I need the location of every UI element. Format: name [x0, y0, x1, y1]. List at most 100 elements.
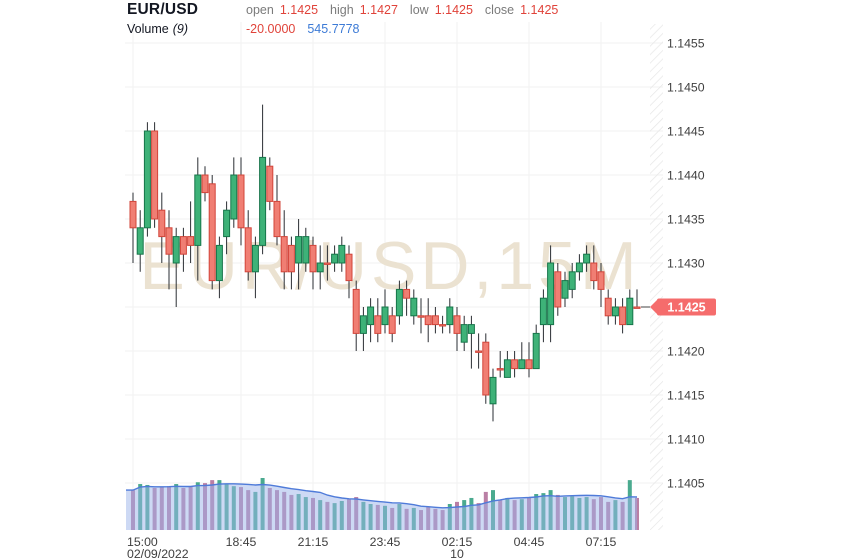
candle-up: [583, 253, 591, 264]
candle-up: [410, 297, 418, 317]
candle-up: [568, 271, 576, 290]
close-value: 1.1425: [520, 3, 559, 17]
candle-up: [467, 324, 475, 334]
candle-down: [554, 271, 562, 308]
candle-down: [151, 130, 159, 220]
low-label: low: [409, 3, 429, 17]
candle-up: [172, 236, 180, 264]
candle-down: [208, 183, 216, 282]
candle-down: [431, 315, 439, 326]
indicator-value-1: -20.0000: [246, 22, 296, 36]
price-axis[interactable]: 1.1455 1.1450 1.1445 1.1440 1.1435 1.1430 1.14…: [667, 37, 705, 491]
low-value: 1.1425: [434, 3, 473, 17]
indicator-value-2: 545.7778: [307, 22, 360, 36]
candle-down: [158, 209, 166, 238]
price-tick-label: 1.1445: [667, 125, 705, 139]
candle-down: [266, 165, 274, 202]
time-tick-label: 18:45: [226, 535, 257, 549]
candle-down: [388, 315, 396, 334]
price-tick-label: 1.1440: [667, 169, 705, 183]
time-tick-label: 21:15: [298, 535, 329, 549]
date-tick-label: 02/09/2022: [127, 547, 189, 558]
candle-down: [482, 341, 490, 396]
price-tick-label: 1.1405: [667, 477, 705, 491]
open-label: open: [246, 3, 274, 17]
candle-up: [295, 236, 303, 264]
time-tick-label: 15:00: [127, 535, 158, 549]
last-price-badge: 1.1425: [650, 298, 716, 316]
candle-down: [417, 315, 425, 318]
candle-down: [244, 227, 252, 273]
candle-down: [525, 359, 533, 370]
volume-ma-line: [126, 483, 638, 509]
candle-up: [611, 306, 619, 317]
candle-up: [446, 306, 454, 326]
time-tick-label: 04:45: [514, 535, 545, 549]
candle-up: [561, 280, 569, 299]
candle-up: [194, 174, 202, 246]
date-tick-label: 10: [450, 547, 464, 558]
ohlc-row: EUR/USD open 1.1425 high 1.1427 low 1.14…: [127, 1, 570, 20]
candle-down: [403, 288, 411, 299]
candle-down: [273, 200, 281, 238]
candle-up: [626, 297, 634, 326]
candle-up: [302, 236, 310, 264]
candle-down: [287, 244, 295, 273]
time-tick-label: 02:15: [442, 535, 473, 549]
candle-down: [374, 315, 382, 334]
candle-up: [367, 306, 375, 326]
price-tick-label: 1.1410: [667, 433, 705, 447]
indicator-name: Volume: [127, 22, 169, 36]
price-tick-label: 1.1430: [667, 257, 705, 271]
chart-legend: EUR/USD open 1.1425 high 1.1427 low 1.14…: [127, 1, 570, 39]
candle-up: [395, 288, 403, 317]
candle-down: [280, 236, 288, 273]
candle-down: [352, 288, 360, 334]
price-tick-label: 1.1420: [667, 345, 705, 359]
time-tick-label: 07:15: [586, 535, 617, 549]
candle-up: [230, 174, 238, 220]
candle-down: [590, 262, 598, 282]
candle-down: [475, 350, 483, 353]
time-tick-label: 23:45: [370, 535, 401, 549]
candle-down: [496, 368, 504, 371]
candle-down: [201, 174, 209, 194]
high-value: 1.1427: [359, 3, 398, 17]
open-value: 1.1425: [279, 3, 319, 17]
candle-up: [316, 262, 324, 273]
candle-up: [539, 297, 547, 326]
candle-up: [251, 244, 259, 273]
candle-up: [460, 324, 468, 343]
candle-down: [165, 227, 173, 255]
candle-down: [237, 174, 245, 229]
candle-up: [503, 359, 511, 378]
candle-up: [259, 156, 267, 246]
candle-up: [136, 227, 144, 255]
candle-up: [532, 332, 540, 370]
candle-down: [633, 306, 641, 309]
candle-down: [323, 262, 331, 265]
volume-ma-area: [126, 483, 637, 530]
candlesticks: [129, 104, 641, 422]
candle-up: [215, 244, 223, 282]
candle-up: [223, 209, 231, 238]
candle-down: [511, 359, 519, 370]
price-tick-label: 1.1455: [667, 37, 705, 51]
candle-up: [518, 359, 526, 370]
last-price-value: 1.1425: [667, 301, 705, 315]
candle-up: [381, 306, 389, 326]
candle-up: [331, 253, 339, 264]
candle-up: [489, 376, 497, 405]
candle-down: [424, 315, 432, 326]
candle-up: [575, 262, 583, 273]
candle-up: [359, 315, 367, 334]
symbol-title: EUR/USD: [127, 1, 199, 18]
candle-down: [129, 200, 137, 229]
candle-down: [619, 306, 627, 326]
candle-down: [179, 236, 187, 255]
candle-down: [604, 297, 612, 317]
indicator-param: (9): [172, 22, 188, 36]
